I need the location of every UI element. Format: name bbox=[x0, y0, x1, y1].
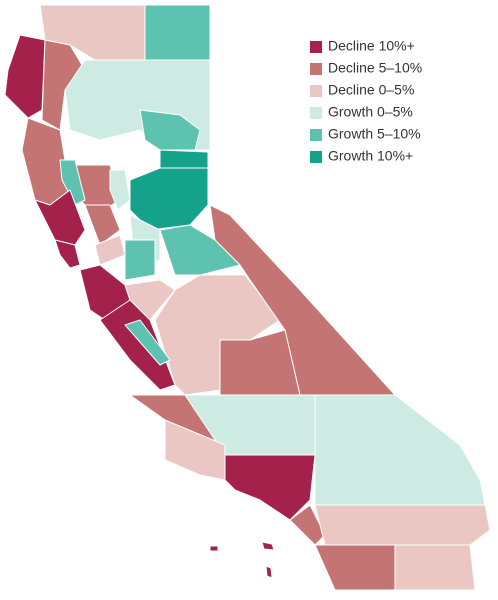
county bbox=[54, 239, 81, 269]
legend-label: Decline 0–5% bbox=[328, 82, 414, 98]
legend-swatch bbox=[310, 107, 322, 119]
county bbox=[159, 149, 209, 169]
county bbox=[124, 239, 156, 281]
legend-swatch bbox=[310, 41, 322, 53]
legend-label: Decline 10%+ bbox=[328, 38, 415, 54]
legend-label: Decline 5–10% bbox=[328, 60, 422, 76]
county bbox=[394, 544, 476, 591]
legend-label: Growth 10%+ bbox=[328, 148, 413, 164]
county bbox=[59, 159, 86, 206]
legend-label: Growth 5–10% bbox=[328, 126, 421, 142]
county bbox=[109, 169, 131, 211]
county bbox=[144, 4, 211, 61]
county bbox=[314, 504, 491, 546]
county bbox=[84, 204, 121, 246]
county bbox=[224, 454, 316, 521]
county bbox=[139, 109, 201, 151]
county bbox=[124, 319, 171, 366]
legend-label: Growth 0–5% bbox=[328, 104, 413, 120]
legend: Decline 10%+ Decline 5–10% Decline 0–5% Gro… bbox=[310, 38, 422, 164]
county bbox=[261, 541, 275, 551]
legend-swatch bbox=[310, 151, 322, 163]
county bbox=[129, 167, 209, 231]
legend-swatch bbox=[310, 129, 322, 141]
legend-swatch bbox=[310, 85, 322, 97]
county bbox=[314, 394, 486, 506]
legend-swatch bbox=[310, 63, 322, 75]
county-regions bbox=[4, 4, 491, 591]
county bbox=[314, 544, 396, 591]
county bbox=[4, 34, 46, 119]
county bbox=[265, 565, 273, 579]
county bbox=[164, 419, 226, 481]
county bbox=[219, 329, 301, 396]
county bbox=[209, 545, 219, 552]
county bbox=[124, 279, 176, 321]
